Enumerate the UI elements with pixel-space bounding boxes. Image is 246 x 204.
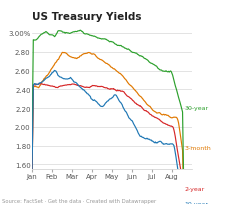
Text: US Treasury Yields: US Treasury Yields: [32, 12, 141, 22]
Text: 3-month: 3-month: [184, 145, 211, 150]
Text: 2-year: 2-year: [184, 186, 204, 191]
Text: 30-year: 30-year: [184, 105, 208, 110]
Text: 10-year: 10-year: [184, 201, 208, 204]
Text: Source: FactSet · Get the data · Created with Datawrapper: Source: FactSet · Get the data · Created…: [2, 198, 157, 203]
